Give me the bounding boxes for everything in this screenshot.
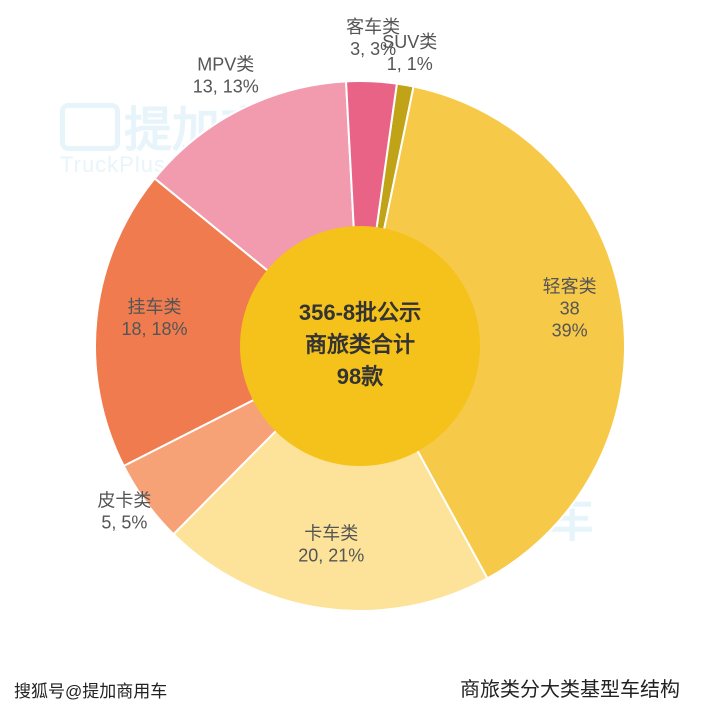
source-label: 搜狐号@提加商用车 xyxy=(14,677,167,702)
center-text-line-1: 商旅类合计 xyxy=(305,332,415,357)
slice-label-kache: 卡车类 xyxy=(304,523,358,543)
slice-label-mpv: 13, 13% xyxy=(193,76,259,96)
slice-label-qingke: 38 xyxy=(560,298,580,318)
slice-label-pika: 5, 5% xyxy=(101,512,147,532)
chart-subtitle: 商旅类分大类基型车结构 xyxy=(460,673,680,702)
slice-label-kache: 20, 21% xyxy=(298,545,364,565)
slice-label-qingke: 轻客类 xyxy=(543,276,597,296)
slice-label-pika: 皮卡类 xyxy=(97,490,151,510)
center-text-line-2: 98款 xyxy=(337,364,384,389)
slice-label-guache: 18, 18% xyxy=(121,318,187,338)
slice-label-qingke: 39% xyxy=(552,320,588,340)
slice-label-keche: 3, 3% xyxy=(350,39,396,59)
pie-chart: SUV类1, 1%轻客类3839%卡车类20, 21%皮卡类5, 5%挂车类18… xyxy=(80,66,640,626)
slice-label-guache: 挂车类 xyxy=(127,296,181,316)
slice-label-mpv: MPV类 xyxy=(197,54,254,74)
slice-label-keche: 客车类 xyxy=(346,17,400,37)
center-text-line-0: 356-8批公示 xyxy=(299,300,421,325)
